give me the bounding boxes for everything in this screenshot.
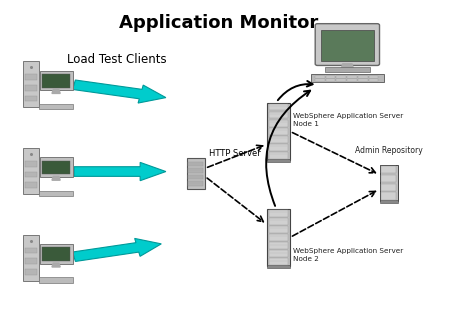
FancyBboxPatch shape	[25, 182, 37, 188]
FancyBboxPatch shape	[269, 112, 288, 118]
FancyBboxPatch shape	[321, 30, 374, 60]
Text: Load Test Clients: Load Test Clients	[67, 53, 167, 65]
FancyBboxPatch shape	[358, 79, 368, 81]
FancyBboxPatch shape	[269, 250, 288, 257]
FancyBboxPatch shape	[315, 24, 379, 65]
FancyBboxPatch shape	[381, 192, 396, 200]
FancyBboxPatch shape	[269, 120, 288, 127]
FancyBboxPatch shape	[39, 277, 73, 283]
Text: HTTP Server: HTTP Server	[209, 149, 260, 158]
FancyBboxPatch shape	[25, 248, 37, 253]
FancyBboxPatch shape	[42, 248, 70, 261]
FancyBboxPatch shape	[267, 103, 290, 160]
FancyBboxPatch shape	[269, 152, 288, 159]
FancyBboxPatch shape	[40, 71, 73, 90]
FancyBboxPatch shape	[269, 242, 288, 249]
FancyBboxPatch shape	[269, 258, 288, 265]
FancyBboxPatch shape	[269, 226, 288, 232]
FancyBboxPatch shape	[25, 161, 37, 166]
FancyBboxPatch shape	[315, 76, 325, 78]
FancyBboxPatch shape	[25, 269, 37, 275]
FancyBboxPatch shape	[381, 183, 396, 191]
FancyBboxPatch shape	[188, 181, 203, 185]
FancyBboxPatch shape	[25, 74, 37, 80]
FancyBboxPatch shape	[25, 95, 37, 101]
FancyBboxPatch shape	[369, 79, 379, 81]
FancyBboxPatch shape	[23, 148, 39, 194]
FancyBboxPatch shape	[188, 162, 203, 166]
FancyBboxPatch shape	[336, 76, 346, 78]
FancyBboxPatch shape	[269, 234, 288, 241]
FancyBboxPatch shape	[381, 175, 396, 182]
FancyBboxPatch shape	[40, 157, 73, 177]
FancyBboxPatch shape	[369, 76, 379, 78]
FancyBboxPatch shape	[186, 158, 205, 189]
FancyBboxPatch shape	[347, 76, 357, 78]
FancyBboxPatch shape	[379, 165, 398, 201]
Text: WebSphere Application Server
Node 2: WebSphere Application Server Node 2	[293, 248, 404, 262]
FancyArrow shape	[73, 238, 161, 262]
FancyBboxPatch shape	[42, 74, 70, 88]
FancyBboxPatch shape	[23, 235, 39, 281]
FancyBboxPatch shape	[325, 67, 370, 72]
FancyBboxPatch shape	[40, 244, 73, 264]
FancyBboxPatch shape	[326, 76, 335, 78]
FancyBboxPatch shape	[25, 258, 37, 264]
FancyBboxPatch shape	[358, 76, 368, 78]
FancyBboxPatch shape	[269, 218, 288, 225]
FancyBboxPatch shape	[267, 265, 290, 268]
FancyBboxPatch shape	[269, 210, 288, 216]
FancyBboxPatch shape	[23, 61, 39, 107]
FancyBboxPatch shape	[269, 128, 288, 135]
FancyBboxPatch shape	[39, 191, 73, 196]
FancyBboxPatch shape	[188, 175, 203, 179]
FancyBboxPatch shape	[381, 166, 396, 173]
FancyArrow shape	[74, 163, 166, 181]
FancyBboxPatch shape	[326, 79, 335, 81]
FancyBboxPatch shape	[269, 104, 288, 111]
Text: Application Monitor: Application Monitor	[119, 14, 319, 32]
Polygon shape	[52, 176, 60, 180]
FancyBboxPatch shape	[347, 79, 357, 81]
FancyBboxPatch shape	[42, 161, 70, 175]
Text: WebSphere Application Server
Node 1: WebSphere Application Server Node 1	[293, 113, 404, 127]
FancyBboxPatch shape	[25, 85, 37, 91]
FancyBboxPatch shape	[269, 136, 288, 143]
Polygon shape	[341, 64, 354, 70]
Polygon shape	[52, 263, 60, 267]
FancyBboxPatch shape	[267, 209, 290, 266]
FancyArrow shape	[73, 80, 166, 103]
FancyBboxPatch shape	[269, 144, 288, 151]
Polygon shape	[52, 90, 60, 94]
Text: Admin Repository: Admin Repository	[355, 146, 423, 155]
FancyBboxPatch shape	[39, 104, 73, 110]
FancyBboxPatch shape	[315, 79, 325, 81]
FancyBboxPatch shape	[188, 168, 203, 173]
FancyBboxPatch shape	[25, 172, 37, 177]
FancyBboxPatch shape	[267, 159, 290, 163]
FancyBboxPatch shape	[336, 79, 346, 81]
FancyBboxPatch shape	[379, 200, 398, 203]
FancyBboxPatch shape	[311, 74, 384, 82]
